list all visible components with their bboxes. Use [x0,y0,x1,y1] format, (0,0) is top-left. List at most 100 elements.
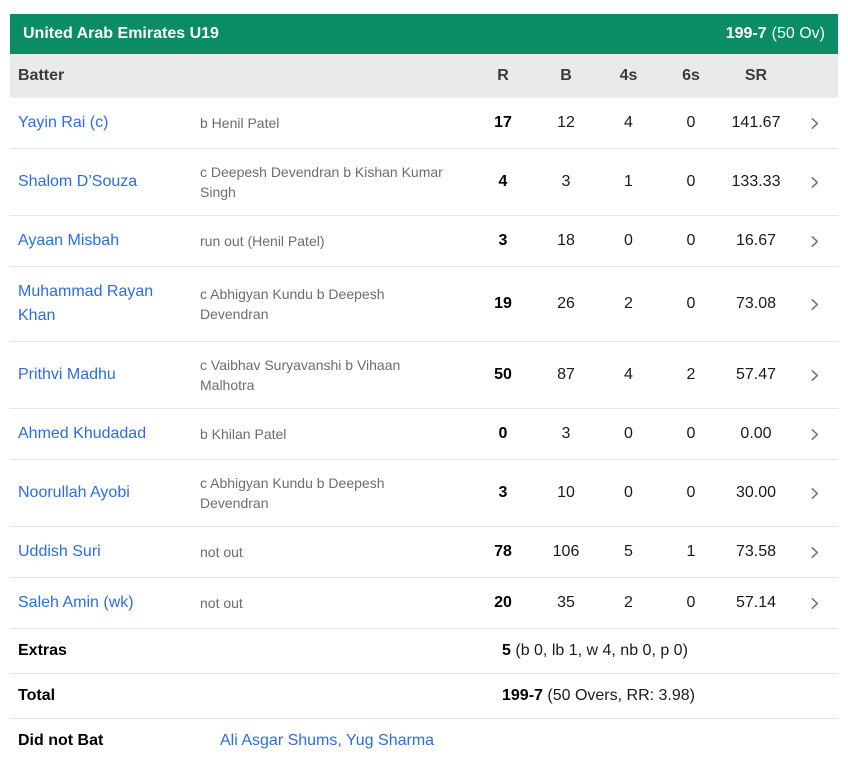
dismissal-text: b Henil Patel [200,115,280,131]
sixes-value: 0 [686,484,696,501]
batter-row[interactable]: Saleh Amin (wk) not out 20 35 2 0 57.14 [10,577,838,628]
table-header-row: Batter R B 4s 6s SR [10,54,838,98]
chevron-right-icon[interactable] [790,368,838,383]
innings-score: 199-7 (50 Ov) [726,25,825,43]
sixes-value: 0 [686,173,696,190]
extras-total: 5 [502,642,511,659]
sixes-value: 0 [686,425,696,442]
batter-row[interactable]: Yayin Rai (c) b Henil Patel 17 12 4 0 14… [10,98,838,148]
balls-value: 3 [561,173,571,190]
runs-value: 78 [494,543,512,560]
dismissal-text: c Abhigyan Kundu b Deepesh Devendran [200,475,385,511]
fours-value: 0 [624,232,633,249]
chevron-right-icon[interactable] [790,116,838,131]
column-runs: R [497,67,509,84]
fours-value: 2 [624,295,633,312]
extras-label: Extras [18,642,67,659]
dismissal-text: c Abhigyan Kundu b Deepesh Devendran [200,286,385,322]
strike-rate-value: 30.00 [735,484,777,501]
strike-rate-value: 16.67 [735,232,777,249]
runs-value: 3 [498,484,508,501]
batter-name-link[interactable]: Uddish Suri [18,543,101,560]
strike-rate-value: 141.67 [731,114,781,131]
fours-value: 1 [624,173,633,190]
batter-name-link[interactable]: Noorullah Ayobi [18,484,130,501]
strike-rate-value: 0.00 [740,425,772,442]
runs-value: 3 [498,232,508,249]
chevron-right-icon[interactable] [790,486,838,501]
batter-name-link[interactable]: Yayin Rai (c) [18,114,109,131]
sixes-value: 0 [686,232,696,249]
runs-value: 50 [494,366,512,383]
batter-row[interactable]: Ahmed Khudadad b Khilan Patel 0 3 0 0 0.… [10,408,838,459]
batter-row[interactable]: Uddish Suri not out 78 106 5 1 73.58 [10,526,838,577]
extras-detail: (b 0, lb 1, w 4, nb 0, p 0) [515,642,688,659]
balls-value: 12 [557,114,575,131]
fours-value: 4 [624,114,633,131]
total-value: 199-7 (50 Overs, RR: 3.98) [502,687,838,705]
score-value: 199-7 [725,25,767,42]
batter-name-link[interactable]: Ayaan Misbah [18,232,120,249]
batter-name-link[interactable]: Saleh Amin (wk) [18,594,134,611]
column-balls: B [560,67,572,84]
chevron-right-icon[interactable] [790,427,838,442]
chevron-right-icon[interactable] [790,545,838,560]
batters-body: Yayin Rai (c) b Henil Patel 17 12 4 0 14… [10,98,838,628]
balls-value: 10 [557,484,575,501]
fours-value: 0 [624,425,633,442]
strike-rate-value: 73.08 [735,295,777,312]
batter-name-link[interactable]: Shalom D’Souza [18,173,138,190]
balls-value: 3 [561,425,571,442]
dismissal-text: c Deepesh Devendran b Kishan Kumar Singh [200,164,443,200]
chevron-right-icon[interactable] [790,175,838,190]
sixes-value: 0 [686,114,696,131]
team-name: United Arab Emirates U19 [23,25,219,42]
scorecard-widget: United Arab Emirates U19 199-7 (50 Ov) Ba… [10,14,838,764]
chevron-right-icon[interactable] [790,596,838,611]
batter-name-link[interactable]: Prithvi Madhu [18,366,116,383]
runs-value: 0 [498,425,508,442]
column-batter: Batter [18,67,65,84]
batter-name-link[interactable]: Muhammad Rayan Khan [18,283,154,324]
runs-value: 17 [494,114,512,131]
did-not-bat-label: Did not Bat [18,732,104,749]
fours-value: 4 [624,366,633,383]
total-score: 199-7 [502,687,543,704]
extras-row: Extras 5 (b 0, lb 1, w 4, nb 0, p 0) [10,628,838,673]
strike-rate-value: 57.47 [735,366,777,383]
dismissal-text: run out (Henil Patel) [200,233,325,249]
fours-value: 5 [624,543,633,560]
batter-name-link[interactable]: Ahmed Khudadad [18,425,147,442]
total-label: Total [18,687,56,704]
balls-value: 18 [557,232,575,249]
dismissal-text: c Vaibhav Suryavanshi b Vihaan Malhotra [200,357,401,393]
innings-header[interactable]: United Arab Emirates U19 199-7 (50 Ov) [10,14,838,54]
batter-row[interactable]: Shalom D’Souza c Deepesh Devendran b Kis… [10,148,838,215]
runs-value: 20 [494,594,512,611]
sixes-value: 1 [686,543,696,560]
runs-value: 4 [498,173,508,190]
strike-rate-value: 133.33 [731,173,781,190]
dismissal-text: b Khilan Patel [200,426,287,442]
overs-value: (50 Ov) [771,25,825,42]
batter-row[interactable]: Prithvi Madhu c Vaibhav Suryavanshi b Vi… [10,341,838,408]
did-not-bat-row: Did not Bat Ali Asgar Shums, Yug Sharma [10,718,838,764]
column-strike-rate: SR [744,67,768,84]
dismissal-text: not out [200,595,243,611]
sixes-value: 0 [686,295,696,312]
balls-value: 106 [552,543,580,560]
batter-row[interactable]: Ayaan Misbah run out (Henil Patel) 3 18 … [10,215,838,266]
strike-rate-value: 73.58 [735,543,777,560]
batter-row[interactable]: Muhammad Rayan Khan c Abhigyan Kundu b D… [10,266,838,341]
runs-value: 19 [494,295,512,312]
extras-value: 5 (b 0, lb 1, w 4, nb 0, p 0) [502,642,838,660]
chevron-right-icon[interactable] [790,297,838,312]
did-not-bat-players-link[interactable]: Ali Asgar Shums, Yug Sharma [220,732,435,749]
batter-row[interactable]: Noorullah Ayobi c Abhigyan Kundu b Deepe… [10,459,838,526]
chevron-right-icon[interactable] [790,234,838,249]
balls-value: 26 [557,295,575,312]
sixes-value: 0 [686,594,696,611]
strike-rate-value: 57.14 [735,594,777,611]
balls-value: 87 [557,366,575,383]
total-row: Total 199-7 (50 Overs, RR: 3.98) [10,673,838,718]
